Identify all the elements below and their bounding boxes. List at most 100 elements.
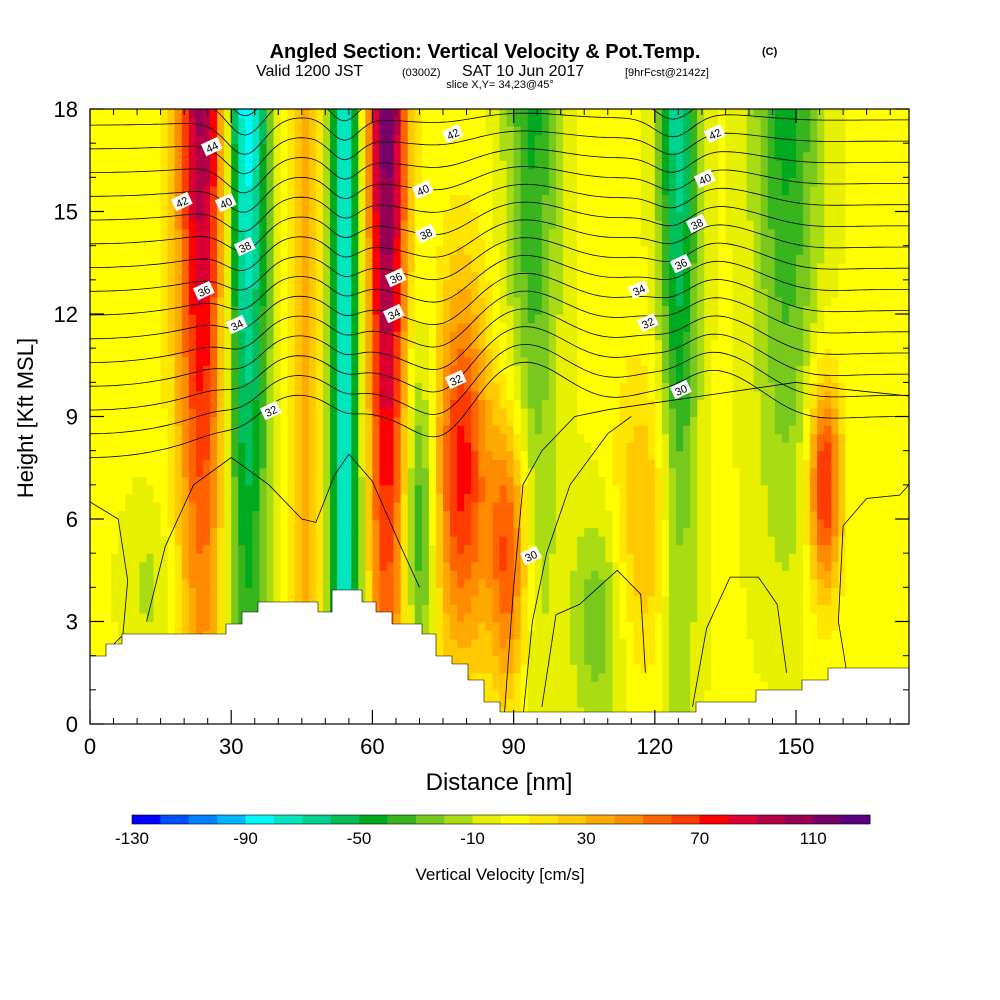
velocity-cell [294, 177, 303, 187]
velocity-cell [202, 578, 211, 588]
velocity-cell [471, 314, 479, 324]
velocity-cell [471, 160, 479, 170]
velocity-cell [464, 450, 472, 460]
velocity-cell [217, 510, 225, 520]
velocity-cell [379, 390, 388, 401]
velocity-cell [393, 365, 402, 375]
velocity-cell [195, 450, 204, 460]
velocity-cell [330, 373, 338, 383]
velocity-cell [252, 416, 261, 426]
velocity-cell [273, 382, 282, 392]
velocity-cell [174, 493, 183, 503]
velocity-cell [139, 356, 148, 366]
velocity-cell [294, 109, 303, 119]
velocity-cell [414, 109, 423, 119]
velocity-cell [301, 151, 310, 161]
velocity-cell [308, 202, 317, 213]
velocity-cell [534, 296, 543, 307]
velocity-cell [202, 553, 211, 563]
velocity-cell [301, 160, 310, 170]
velocity-cell [428, 271, 437, 281]
velocity-cell [259, 510, 268, 520]
velocity-cell [160, 484, 169, 494]
velocity-cell [435, 151, 444, 161]
velocity-cell [428, 245, 437, 255]
velocity-cell [231, 288, 239, 298]
velocity-cell [181, 314, 190, 324]
velocity-cell [301, 365, 310, 375]
velocity-cell [450, 655, 458, 665]
velocity-cell [520, 373, 529, 383]
velocity-cell [238, 484, 246, 494]
velocity-cell [443, 621, 451, 631]
velocity-cell [139, 279, 148, 289]
velocity-cell [322, 373, 331, 383]
velocity-cell [471, 177, 479, 187]
velocity-cell [153, 220, 162, 230]
velocity-cell [344, 484, 352, 494]
velocity-cell [337, 356, 345, 366]
velocity-cell [492, 185, 501, 196]
velocity-cell [259, 519, 268, 529]
velocity-cell [541, 288, 550, 298]
velocity-cell [499, 664, 508, 674]
velocity-cell [358, 314, 366, 324]
velocity-cell [534, 228, 543, 238]
velocity-cell [344, 262, 352, 272]
velocity-cell [273, 561, 282, 571]
velocity-cell [421, 425, 430, 435]
velocity-cell [210, 151, 218, 161]
velocity-cell [315, 202, 324, 213]
velocity-cell [238, 442, 246, 452]
velocity-cell [393, 595, 402, 606]
velocity-cell [104, 237, 112, 247]
velocity-cell [337, 570, 345, 580]
velocity-cell [90, 254, 98, 264]
velocity-cell [337, 109, 345, 119]
velocity-cell [344, 151, 352, 161]
velocity-cell [195, 356, 204, 366]
velocity-cell [301, 527, 310, 537]
velocity-cell [308, 425, 317, 435]
velocity-cell [563, 493, 571, 503]
velocity-cell [548, 664, 557, 674]
velocity-cell [125, 305, 133, 315]
velocity-cell [330, 211, 338, 221]
velocity-cell [139, 211, 148, 221]
velocity-cell [386, 160, 395, 170]
velocity-cell [464, 570, 472, 580]
velocity-cell [548, 211, 557, 221]
velocity-cell [195, 501, 204, 512]
velocity-cell [90, 450, 98, 460]
velocity-cell [181, 245, 190, 255]
velocity-cell [188, 237, 197, 247]
velocity-cell [443, 348, 451, 358]
velocity-cell [273, 416, 282, 426]
velocity-cell [287, 399, 296, 409]
velocity-cell [534, 185, 543, 196]
velocity-cell [365, 570, 374, 580]
velocity-cell [294, 245, 303, 255]
velocity-cell [428, 544, 437, 554]
velocity-cell [90, 570, 98, 580]
velocity-cell [273, 177, 282, 187]
velocity-cell [393, 143, 402, 153]
velocity-cell [160, 621, 169, 631]
velocity-cell [132, 220, 141, 230]
velocity-cell [358, 553, 366, 563]
velocity-cell [563, 681, 571, 691]
velocity-cell [570, 185, 578, 196]
velocity-cell [563, 647, 571, 657]
velocity-cell [372, 356, 381, 366]
velocity-cell [555, 220, 564, 230]
velocity-cell [202, 442, 211, 452]
velocity-cell [386, 117, 395, 127]
velocity-cell [181, 510, 190, 520]
velocity-cell [294, 544, 303, 554]
velocity-cell [315, 467, 324, 477]
velocity-cell [181, 382, 190, 392]
velocity-cell [563, 202, 571, 213]
velocity-cell [224, 322, 232, 332]
velocity-cell [252, 501, 261, 512]
velocity-cell [577, 664, 585, 674]
